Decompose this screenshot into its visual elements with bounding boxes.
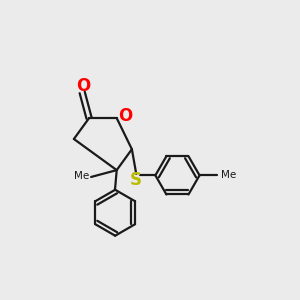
Text: Me: Me xyxy=(74,171,89,181)
Text: S: S xyxy=(130,171,142,189)
Text: O: O xyxy=(118,107,133,125)
Text: O: O xyxy=(76,77,90,95)
Text: Me: Me xyxy=(221,170,236,180)
